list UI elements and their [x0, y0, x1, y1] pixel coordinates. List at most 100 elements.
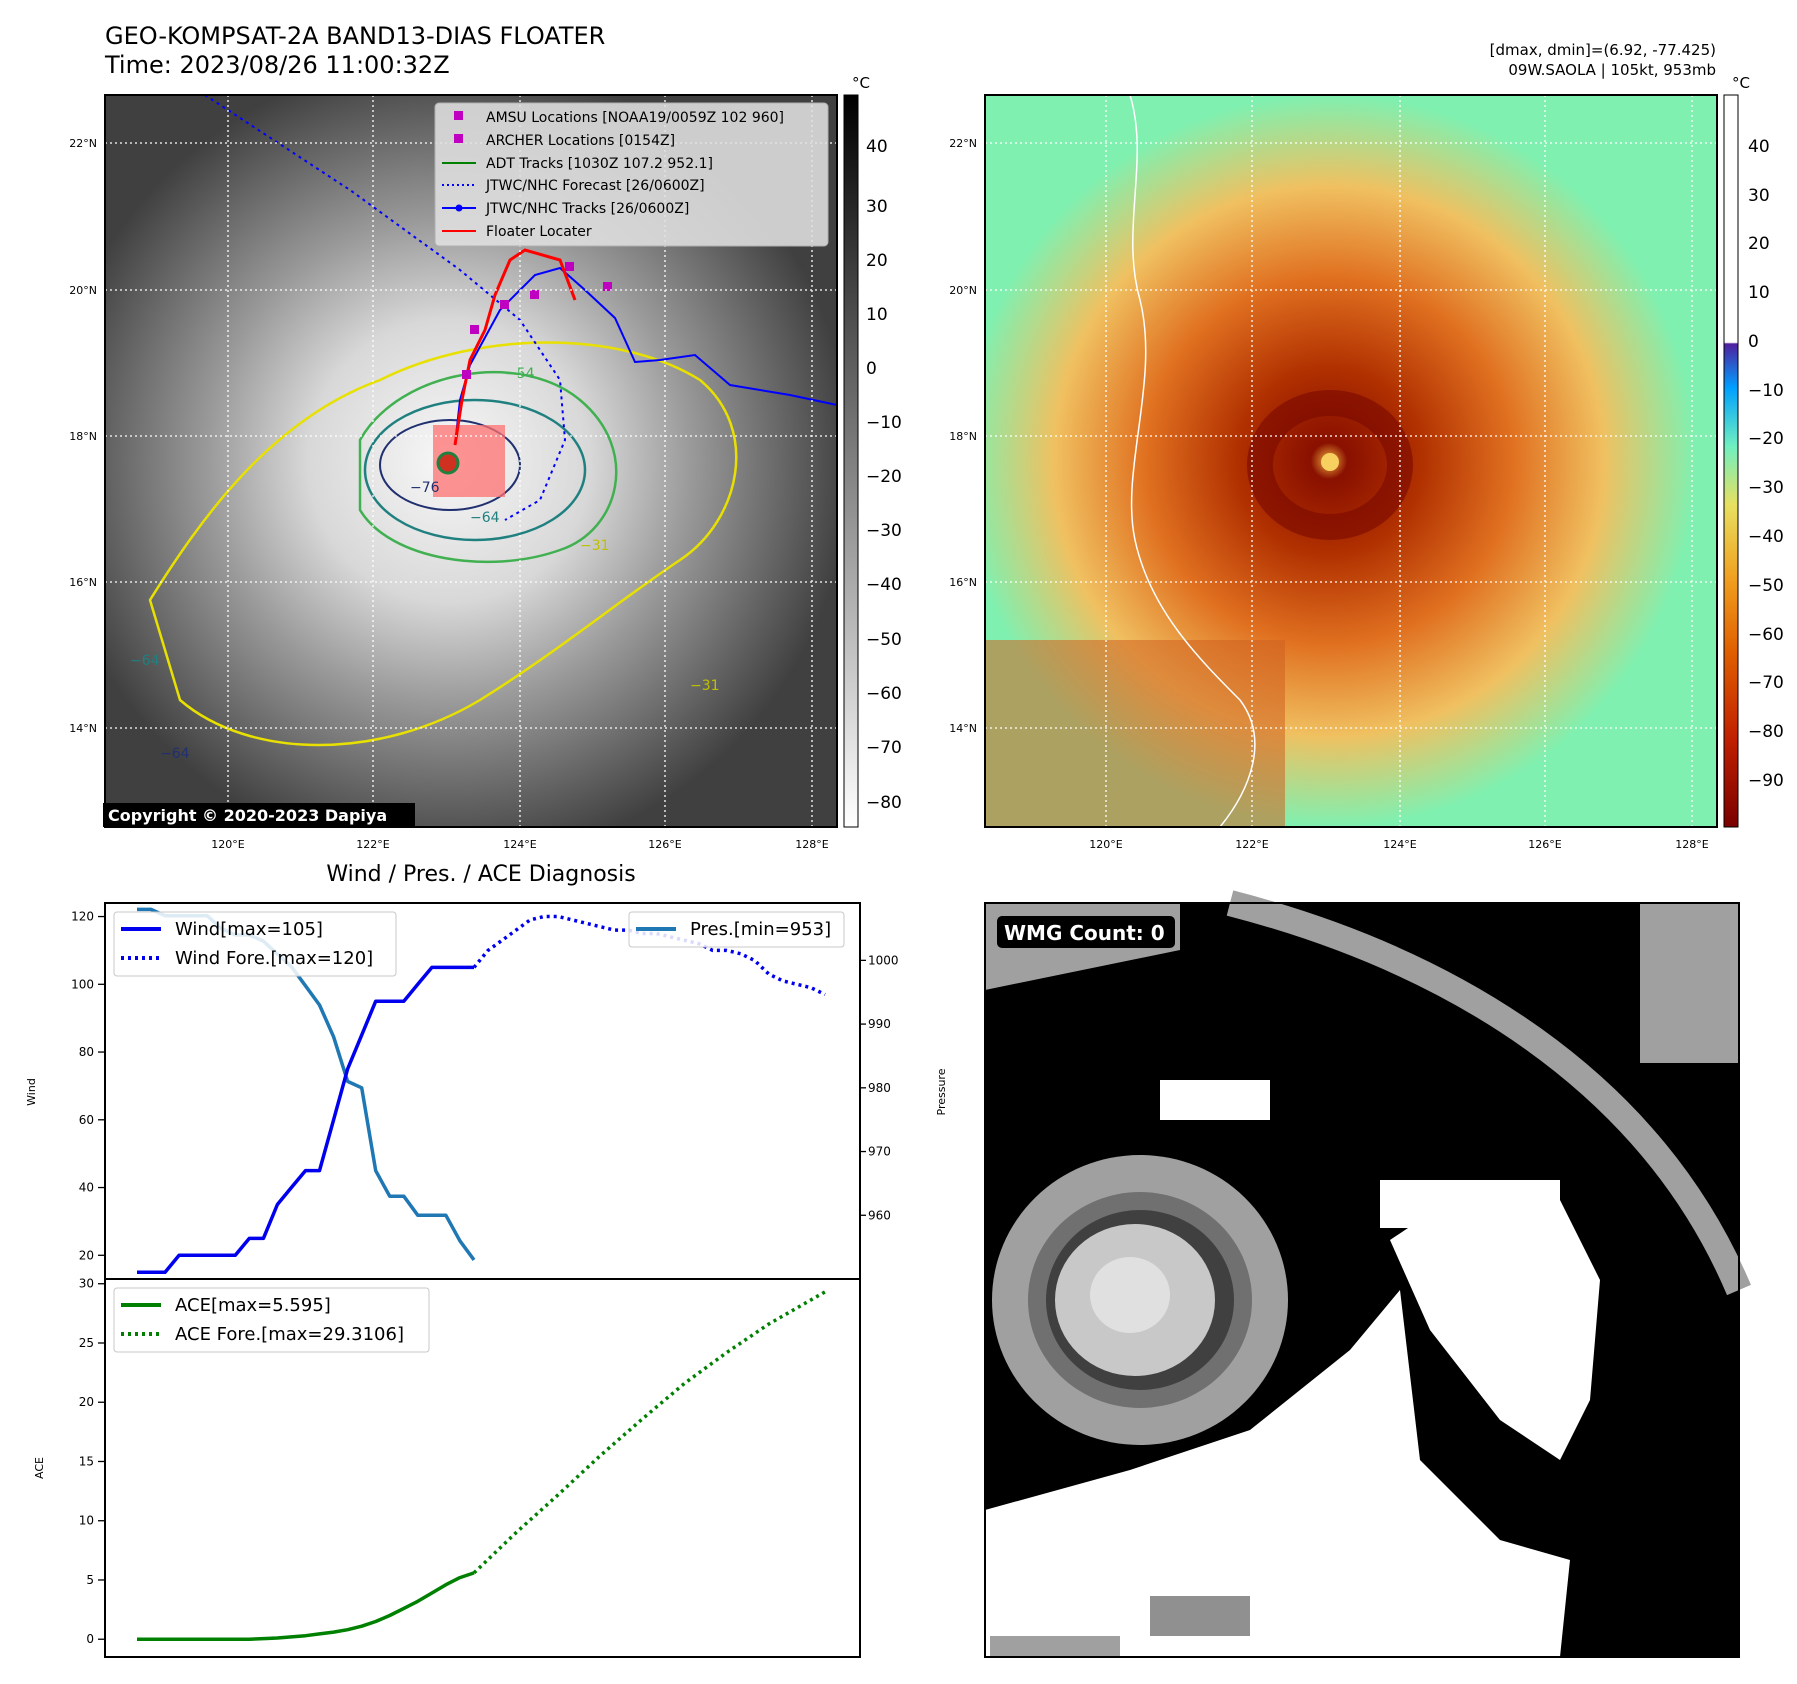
ace-legend-label: ACE[max=5.595] [175, 1295, 331, 1316]
legend-archer-label: ARCHER Locations [0154Z] [486, 133, 675, 149]
wind-tick-label: 100 [71, 977, 94, 991]
lat-tick: 22°N [69, 137, 97, 150]
color-eye [1321, 453, 1339, 471]
wmg-frame [984, 902, 1740, 1658]
gray-colorbar-tick: 10 [866, 305, 888, 325]
color-colorbar-tick: 10 [1748, 283, 1770, 303]
ace-tick-label: 15 [79, 1454, 94, 1468]
gray-colorbar-tick: −40 [866, 575, 902, 595]
contour-label: −64 [470, 510, 500, 526]
figure-time: Time: 2023/08/26 11:00:32Z [104, 51, 450, 79]
legend-amsu-label: AMSU Locations [NOAA19/0059Z 102 960] [486, 110, 784, 126]
gray-colorbar-tick: 0 [866, 359, 877, 379]
legend-track-marker [455, 204, 463, 212]
wind-forecast-line [472, 914, 826, 997]
jtwc-track [454, 266, 838, 446]
lat-tick: 14°N [69, 722, 97, 735]
color-colorbar-tick: −10 [1748, 381, 1784, 401]
ace-tick-label: 30 [79, 1277, 94, 1291]
color-colorbar-tick: 30 [1748, 186, 1770, 206]
wind-tick-label: 20 [79, 1248, 94, 1262]
contour-label: −31 [690, 678, 720, 694]
color-map-gridlines [985, 95, 1717, 827]
contour-label: −54 [505, 366, 535, 382]
gray-colorbar-tick: −20 [866, 467, 902, 487]
wmg-white-region [985, 1290, 1570, 1657]
wind-fore-legend-label: Wind Fore.[max=120] [175, 948, 373, 969]
dmax-dmin-label: [dmax, dmin]=(6.92, -77.425) [1490, 41, 1716, 59]
color-colorbar-tick: −90 [1748, 771, 1784, 791]
pressure-legend: Pres.[min=953] [628, 911, 845, 948]
pressure-tick-label: 990 [868, 1017, 891, 1031]
color-map-lon-ticks: 120°E 122°E 124°E 126°E 128°E [1089, 838, 1708, 851]
storm-info-label: 09W.SAOLA | 105kt, 953mb [1508, 61, 1716, 79]
wind-line [137, 965, 474, 1274]
lon-tick: 124°E [1383, 838, 1416, 851]
wmg-count-label: WMG Count: 0 [1004, 921, 1165, 945]
gray-colorbar-tick: −10 [866, 413, 902, 433]
ace-fore-legend-label: ACE Fore.[max=29.3106] [175, 1324, 404, 1345]
lat-tick: 22°N [949, 137, 977, 150]
gray-colorbar-tick: 40 [866, 137, 888, 157]
wmg-gray-corner [1640, 903, 1739, 1063]
contour-label: −64 [160, 746, 190, 762]
ir-color-map [984, 94, 1718, 828]
gray-colorbar-tick: −60 [866, 684, 902, 704]
lat-tick: 16°N [69, 576, 97, 589]
color-colorbar-tick: −30 [1748, 478, 1784, 498]
color-colorbar-unit: °C [1732, 74, 1750, 92]
wind-tick-label: 120 [71, 910, 94, 924]
ace-tick-label: 0 [86, 1632, 94, 1646]
map-frame [104, 94, 838, 828]
copyright-text: Copyright © 2020-2023 Dapiya [108, 806, 387, 825]
ace-tick-label: 5 [86, 1573, 94, 1587]
ace-axis-label: ACE [33, 1457, 46, 1479]
figure-title: GEO-KOMPSAT-2A BAND13-DIAS FLOATER [105, 22, 605, 50]
color-colorbar-fill [1723, 94, 1739, 828]
legend-track-label: JTWC/NHC Tracks [26/0600Z] [485, 201, 689, 217]
ace-forecast-line [472, 1290, 826, 1575]
pressure-axis-label: Pressure [935, 1068, 948, 1115]
gray-colorbar-tick: −80 [866, 793, 902, 813]
lon-tick: 128°E [1675, 838, 1708, 851]
amsu-markers [462, 262, 612, 379]
lon-tick: 126°E [1528, 838, 1561, 851]
ace-legend: ACE[max=5.595] ACE Fore.[max=29.3106] [113, 1287, 430, 1353]
gray-colorbar-tick: 30 [866, 197, 888, 217]
legend-adt-label: ADT Tracks [1030Z 107.2 952.1] [486, 156, 713, 172]
diagnosis-chart-marks: 1201008060402010009909809709603025201510… [71, 907, 899, 1646]
wind-legend: Wind[max=105] Wind Fore.[max=120] [113, 911, 397, 977]
lat-tick: 20°N [69, 284, 97, 297]
lon-tick: 122°E [1235, 838, 1268, 851]
contour-yellow [148, 341, 738, 747]
ir-gray-map: −76 −64 −54 −31 −64 −31 −64 AMSU Locatio… [103, 94, 838, 828]
gray-colorbar: °C 40 30 20 10 0 −10 −20 −30 −40 −50 −60… [843, 74, 902, 828]
lon-tick: 120°E [211, 838, 244, 851]
wind-tick-label: 60 [79, 1113, 94, 1127]
wmg-gray-strip [1150, 1596, 1250, 1636]
storm-eye [436, 451, 460, 475]
wmg-eye-center [1090, 1257, 1170, 1333]
contour-label: −64 [130, 653, 160, 669]
pressure-tick-label: 1000 [868, 953, 899, 967]
track-legend: AMSU Locations [NOAA19/0059Z 102 960] AR… [434, 102, 829, 247]
lon-tick: 128°E [795, 838, 828, 851]
wmg-white-patch [1390, 1200, 1600, 1460]
contour-label: −31 [580, 538, 610, 554]
wmg-white-patch [1160, 1080, 1270, 1120]
ace-line [137, 1571, 475, 1641]
wind-legend-label: Wind[max=105] [175, 919, 323, 940]
lon-tick: 120°E [1089, 838, 1122, 851]
wmg-gray-arc [1226, 890, 1751, 1296]
pressure-tick-label: 970 [868, 1145, 891, 1159]
legend-floater-label: Floater Locater [486, 224, 592, 240]
wind-legend-box [113, 911, 397, 977]
lat-tick: 16°N [949, 576, 977, 589]
color-colorbar-tick: −60 [1748, 625, 1784, 645]
gray-colorbar-unit: °C [852, 74, 870, 92]
ace-tick-label: 10 [79, 1514, 94, 1528]
pressure-tick-label: 960 [868, 1208, 891, 1222]
ace-tick-label: 20 [79, 1395, 94, 1409]
color-colorbar-tick: 0 [1748, 332, 1759, 352]
color-colorbar-tick: −70 [1748, 673, 1784, 693]
